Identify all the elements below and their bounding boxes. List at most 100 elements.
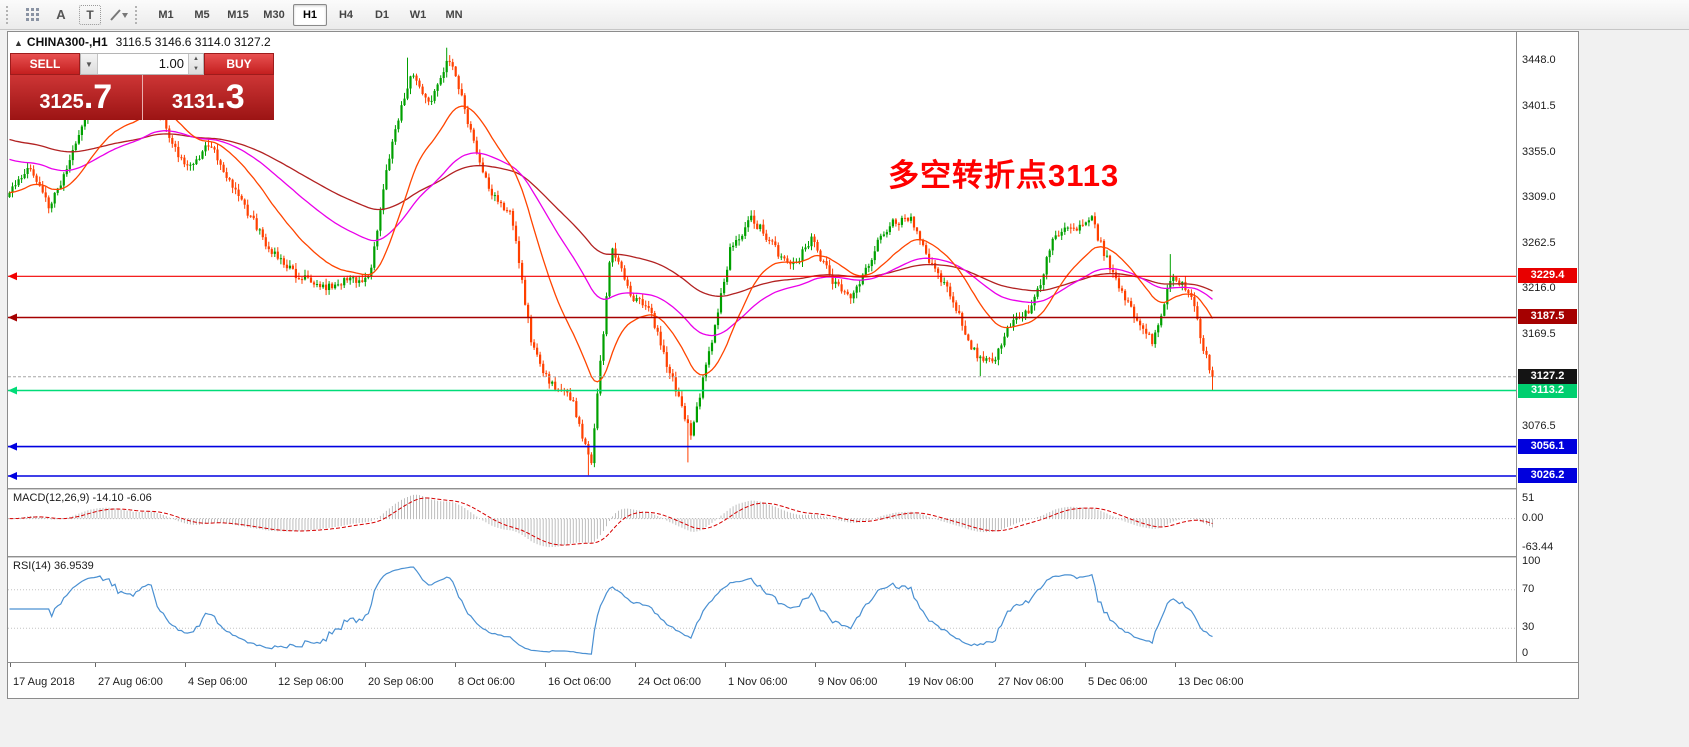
- volume-control[interactable]: ▼ 1.00 ▲ ▼: [80, 53, 204, 75]
- price-tick-label: 3169.5: [1522, 328, 1556, 341]
- chart-objects-icon[interactable]: [19, 3, 47, 27]
- price-tick-label: 0: [1522, 647, 1529, 659]
- time-tick: [275, 663, 276, 667]
- price-tick-label: 0.00: [1522, 511, 1544, 524]
- time-tick-label: 13 Dec 06:00: [1178, 676, 1244, 688]
- time-tick: [995, 663, 996, 667]
- text-label-icon[interactable]: A: [56, 7, 66, 22]
- time-tick-label: 4 Sep 06:00: [188, 676, 248, 688]
- one-click-trading-panel: SELL ▼ 1.00 ▲ ▼ BUY 3125.7 3131.3: [10, 53, 274, 120]
- price-tick-label: 30: [1522, 621, 1535, 634]
- timeframe-m5-button[interactable]: M5: [194, 8, 210, 21]
- rsi-panel: RSI(14) 36.9539: [8, 558, 1516, 662]
- timeframe-m1-button[interactable]: M1: [158, 8, 174, 21]
- time-tick-label: 9 Nov 06:00: [818, 676, 878, 688]
- time-tick: [635, 663, 636, 667]
- price-tick-label: 51: [1522, 492, 1535, 504]
- price-tick-label: 3401.5: [1522, 100, 1556, 113]
- toolbar-grip[interactable]: [135, 5, 142, 24]
- collapse-panel-icon[interactable]: ▲: [14, 38, 23, 48]
- timeframe-buttons-group: M1 M5 M15 M30 H1 H4 D1 W1 MN: [148, 3, 472, 26]
- buy-price-main: 3131: [171, 91, 217, 113]
- price-tick-label: 3076.5: [1522, 419, 1556, 432]
- time-tick-label: 27 Aug 06:00: [98, 676, 163, 688]
- time-tick: [10, 663, 11, 667]
- timeframe-h1-button[interactable]: H1: [293, 3, 327, 26]
- price-tick-label: 3448.0: [1522, 54, 1556, 67]
- spinner-down-icon[interactable]: ▼: [193, 66, 199, 72]
- sell-button[interactable]: SELL: [10, 53, 80, 75]
- time-tick: [1175, 663, 1176, 667]
- panel-splitter[interactable]: [8, 488, 1578, 490]
- volume-dropdown-icon[interactable]: ▼: [81, 54, 98, 74]
- timeframe-h4-button[interactable]: H4: [338, 8, 354, 21]
- hline-price-badge: 3056.1: [1518, 438, 1577, 454]
- symbol-label: CHINA300-,H1: [26, 35, 108, 49]
- time-tick: [815, 663, 816, 667]
- sell-price-pips: .7: [83, 78, 113, 116]
- toolbar-grip[interactable]: [6, 5, 13, 24]
- rsi-chart: [8, 566, 1516, 655]
- time-tick-label: 27 Nov 06:00: [998, 676, 1064, 688]
- chart-header: ▲ CHINA300-,H1 3116.5 3146.6 3114.0 3127.2: [14, 35, 271, 49]
- timeframe-m15-button[interactable]: M15: [227, 8, 249, 21]
- price-tick-label: 3216.0: [1522, 282, 1556, 295]
- price-tick-label: 3262.5: [1522, 236, 1556, 249]
- price-tick-label: 3355.0: [1522, 145, 1556, 158]
- price-tick-label: 70: [1522, 582, 1535, 595]
- time-tick: [905, 663, 906, 667]
- spinner-up-icon[interactable]: ▲: [193, 56, 199, 62]
- candlestick-chart[interactable]: [8, 32, 1516, 488]
- text-frame-icon[interactable]: T: [79, 4, 101, 25]
- rsi-label: RSI(14) 36.9539: [13, 560, 94, 572]
- main-chart-panel: ▲ CHINA300-,H1 3116.5 3146.6 3114.0 3127.2…: [8, 32, 1516, 488]
- macd-chart: [8, 494, 1516, 548]
- time-tick: [545, 663, 546, 667]
- time-tick-label: 8 Oct 06:00: [458, 676, 515, 688]
- buy-price[interactable]: 3131.3: [142, 75, 274, 120]
- macd-label: MACD(12,26,9) -14.10 -6.06: [13, 492, 152, 504]
- time-tick-label: 19 Nov 06:00: [908, 676, 974, 688]
- panel-splitter[interactable]: [8, 556, 1578, 558]
- macd-panel: MACD(12,26,9) -14.10 -6.06: [8, 490, 1516, 556]
- time-tick: [1085, 663, 1086, 667]
- time-tick-label: 16 Oct 06:00: [548, 676, 611, 688]
- chart-annotation: 多空转折点3113: [888, 158, 1120, 193]
- hline-price-badge: 3113.2: [1518, 382, 1577, 398]
- chart-window: ▲ CHINA300-,H1 3116.5 3146.6 3114.0 3127.2…: [7, 31, 1579, 699]
- timeframe-mn-button[interactable]: MN: [445, 8, 463, 21]
- drawing-tools-icon[interactable]: [105, 3, 133, 27]
- time-tick-label: 17 Aug 2018: [13, 676, 75, 688]
- ohlc-values: 3116.5 3146.6 3114.0 3127.2: [115, 35, 271, 49]
- hline-price-badge: 3026.2: [1518, 468, 1577, 483]
- time-axis[interactable]: 17 Aug 2018 27 Aug 06:00 4 Sep 06:00 12 Sep…: [8, 662, 1578, 696]
- hline-price-badge: 3187.5: [1518, 309, 1577, 325]
- timeframe-d1-button[interactable]: D1: [374, 8, 390, 21]
- time-tick-label: 20 Sep 06:00: [368, 676, 434, 688]
- hline-price-badge: 3229.4: [1518, 268, 1577, 284]
- time-tick-label: 12 Sep 06:00: [278, 676, 344, 688]
- time-tick-label: 24 Oct 06:00: [638, 676, 701, 688]
- volume-value[interactable]: 1.00: [158, 56, 184, 71]
- sell-price[interactable]: 3125.7: [10, 75, 143, 120]
- current-price-badge: 3127.2: [1518, 368, 1577, 384]
- buy-button[interactable]: BUY: [204, 53, 274, 75]
- price-tick-label: -63.44: [1522, 541, 1554, 553]
- time-tick: [725, 663, 726, 667]
- time-tick: [185, 663, 186, 667]
- price-tick-label: 3309.0: [1522, 191, 1556, 204]
- timeframe-w1-button[interactable]: W1: [409, 8, 427, 21]
- timeframe-m30-button[interactable]: M30: [263, 8, 285, 21]
- volume-spinner[interactable]: ▲ ▼: [188, 54, 203, 74]
- time-tick: [95, 663, 96, 667]
- time-tick-label: 5 Dec 06:00: [1088, 676, 1148, 688]
- time-tick: [455, 663, 456, 667]
- price-axis[interactable]: 3448.0 3401.5 3355.0 3309.0 3262.5 3216.0 3169…: [1516, 32, 1578, 662]
- price-tick-label: 100: [1522, 555, 1541, 567]
- time-tick: [365, 663, 366, 667]
- buy-price-pips: .3: [216, 78, 245, 116]
- sell-price-main: 3125: [39, 91, 84, 113]
- time-tick-label: 1 Nov 06:00: [728, 676, 788, 688]
